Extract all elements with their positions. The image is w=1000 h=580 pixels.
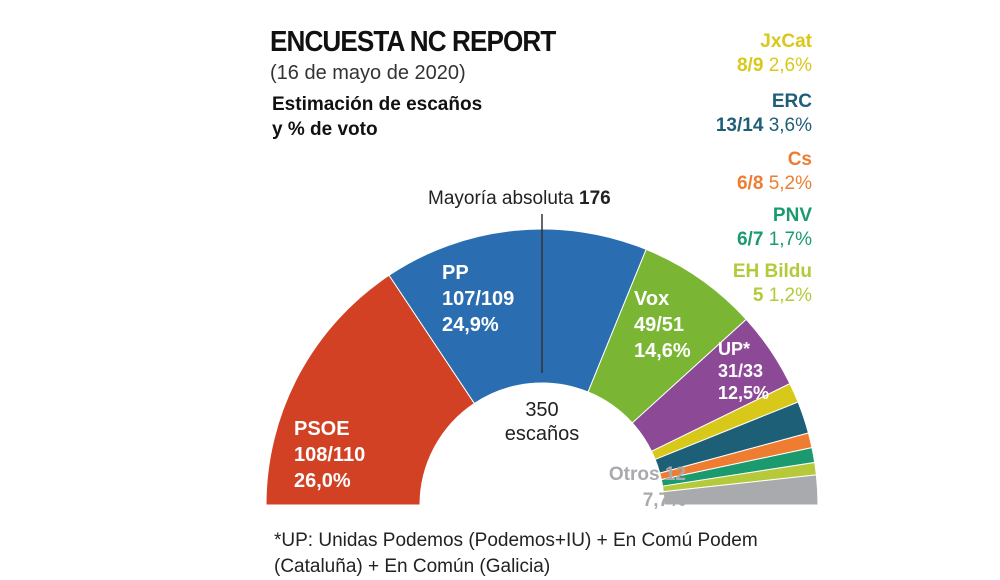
label-vox: Vox 49/51 14,6% (634, 288, 691, 362)
subtitle-line-1: Estimación de escaños (272, 94, 483, 115)
chart-date: (16 de mayo de 2020) (270, 62, 466, 84)
chart-subtitle: Estimación de escaños y % de voto (272, 92, 482, 142)
legend-item: Cs 6/8 5,2% (736, 149, 812, 194)
label-pp: PP 107/109 24,9% (442, 262, 515, 336)
legend-item: PNV 6/7 1,7% (736, 205, 812, 250)
legend-item: JxCat 8/9 2,6% (736, 31, 812, 76)
total-seats: 350 escaños (504, 399, 580, 445)
label-up: UP* 31/33 12,5% (718, 339, 770, 403)
legend-item: ERC 13/14 3,6% (715, 91, 812, 136)
label-psoe: PSOE 108/110 26,0% (294, 418, 366, 492)
subtitle-line-2: y % de voto (272, 119, 378, 140)
majority-label: Mayoría absoluta 176 (428, 188, 611, 209)
seat-slice-otros (662, 474, 819, 506)
chart-title: ENCUESTA NC REPORT (270, 26, 556, 58)
legend-item: EH Bildu 5 1,2% (732, 261, 812, 306)
seat-slice-psoe (265, 274, 476, 506)
footnote: *UP: Unidas Podemos (Podemos+IU) + En Co… (274, 530, 758, 577)
label-otros: Otros 12 7,7% (608, 464, 686, 511)
hemicycle-chart (265, 214, 819, 506)
seat-slice-pp (388, 228, 647, 405)
